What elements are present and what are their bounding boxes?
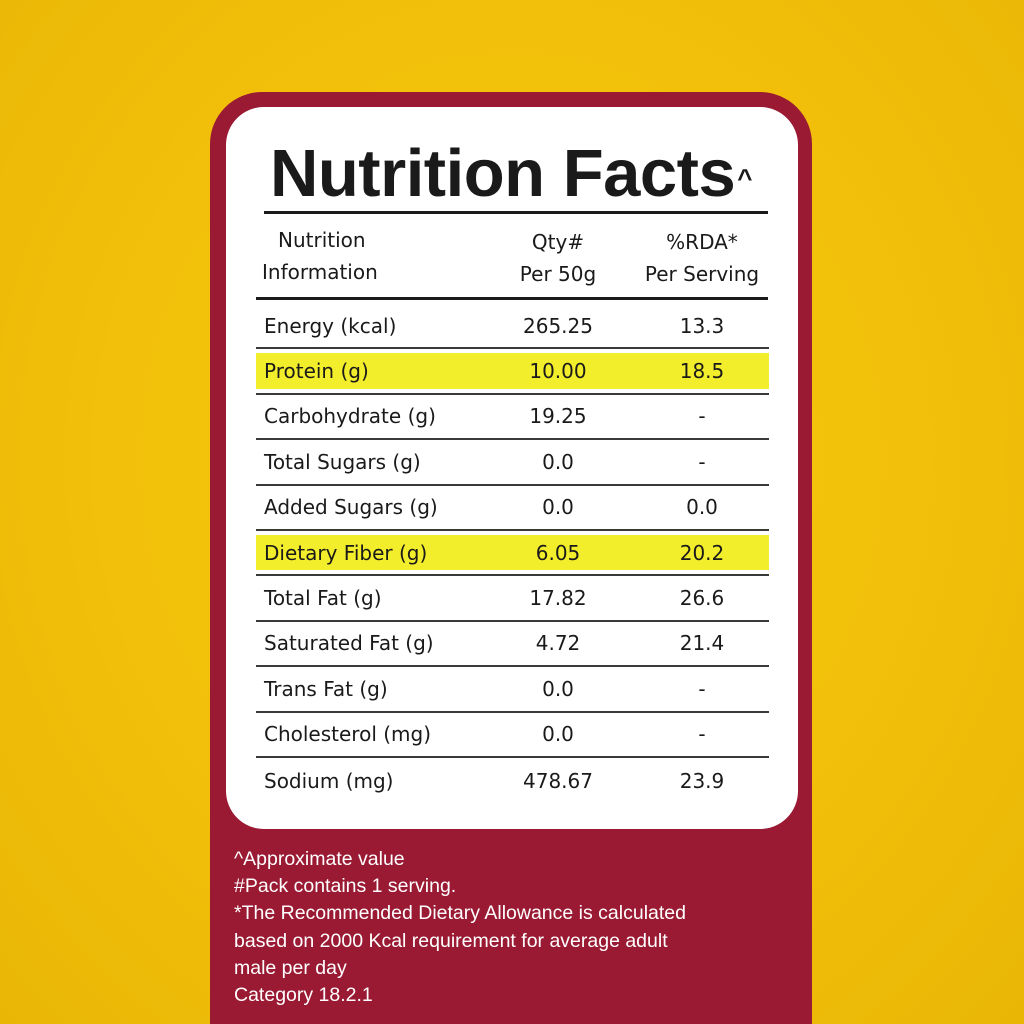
nutrient-rda: 21.4: [679, 631, 725, 656]
nutrition-card: [226, 107, 798, 829]
table-row: Saturated Fat (g) 4.72 21.4: [256, 622, 769, 668]
header-col3-line1: %RDA*: [666, 230, 738, 254]
nutrient-qty: 0.0: [542, 676, 574, 701]
highlight-bar: [256, 534, 769, 571]
footnotes: ^Approximate value #Pack contains 1 serv…: [234, 846, 809, 1009]
header-rda-per-serving: %RDA* Per Serving: [632, 226, 772, 290]
nutrient-qty: 478.67: [523, 768, 593, 793]
table-row: Energy (kcal) 265.25 13.3: [256, 304, 769, 350]
header-nutrition-information: Nutrition Information: [262, 224, 378, 288]
header-rule: [256, 297, 768, 300]
footnote-category: Category 18.2.1: [234, 984, 373, 1007]
nutrient-name: Energy (kcal): [264, 313, 397, 338]
nutrient-rda: 26.6: [679, 586, 725, 611]
nutrient-qty: 6.05: [535, 540, 581, 565]
table-row: Dietary Fiber (g) 6.05 20.2: [256, 531, 769, 577]
nutrient-rda: 20.2: [679, 540, 725, 565]
approx-mark: ^: [737, 163, 752, 193]
footnote-rda-line2: based on 2000 Kcal requirement for avera…: [234, 929, 668, 952]
highlight-bar: [256, 353, 769, 389]
table-row: Cholesterol (mg) 0.0 -: [256, 713, 769, 758]
nutrient-name: Dietary Fiber (g): [264, 540, 428, 565]
nutrient-name: Carbohydrate (g): [264, 404, 436, 429]
nutrient-rda: -: [698, 404, 706, 429]
nutrient-name: Total Fat (g): [264, 586, 382, 611]
nutrient-rda: -: [698, 676, 706, 701]
header-col2-line1: Qty#: [531, 230, 585, 254]
nutrient-name: Cholesterol (mg): [264, 722, 432, 747]
header-col2-line2: Per 50g: [519, 262, 597, 286]
table-row: Trans Fat (g) 0.0 -: [256, 667, 769, 713]
nutrient-qty: 265.25: [523, 313, 593, 338]
nutrition-facts-title: Nutrition Facts^: [270, 136, 752, 211]
nutrient-qty: 19.25: [529, 404, 587, 429]
footnote-pack: #Pack contains 1 serving.: [234, 875, 457, 898]
nutrient-name: Sodium (mg): [264, 768, 394, 793]
nutrient-name: Added Sugars (g): [264, 495, 438, 520]
title-rule: [264, 211, 768, 214]
nutrient-rda: 13.3: [679, 313, 725, 338]
header-col3-line2: Per Serving: [644, 262, 760, 286]
nutrient-rda: -: [698, 449, 706, 474]
table-row: Protein (g) 10.00 18.5: [256, 349, 769, 395]
header-qty-per-50g: Qty# Per 50g: [508, 226, 608, 290]
nutrient-qty: 0.0: [542, 722, 574, 747]
footnote-rda-line3: male per day: [234, 956, 347, 979]
table-row: Added Sugars (g) 0.0 0.0: [256, 486, 769, 531]
nutrition-table: Energy (kcal) 265.25 13.3 Protein (g) 10.00…: [256, 304, 769, 803]
nutrient-name: Saturated Fat (g): [264, 631, 434, 656]
nutrient-qty: 17.82: [529, 586, 587, 611]
footnote-rda-line1: *The Recommended Dietary Allowance is ca…: [234, 902, 686, 925]
table-row: Total Fat (g) 17.82 26.6: [256, 576, 769, 622]
nutrient-rda: 18.5: [679, 359, 725, 384]
nutrient-name: Protein (g): [264, 359, 369, 384]
header-col1-line1: Nutrition: [278, 228, 366, 252]
table-row: Total Sugars (g) 0.0 -: [256, 440, 769, 486]
nutrient-qty: 4.72: [535, 631, 581, 656]
nutrient-name: Trans Fat (g): [264, 676, 388, 701]
table-row: Carbohydrate (g) 19.25 -: [256, 395, 769, 441]
nutrient-qty: 0.0: [542, 495, 574, 520]
header-col1-line2: Information: [262, 260, 378, 284]
table-row: Sodium (mg) 478.67 23.9: [256, 758, 769, 803]
footnote-approximate: ^Approximate value: [234, 848, 405, 870]
nutrient-qty: 10.00: [529, 359, 587, 384]
nutrient-rda: 0.0: [686, 495, 718, 520]
nutrient-qty: 0.0: [542, 449, 574, 474]
nutrient-rda: -: [698, 722, 706, 747]
nutrient-rda: 23.9: [679, 768, 725, 793]
nutrient-name: Total Sugars (g): [264, 449, 421, 474]
